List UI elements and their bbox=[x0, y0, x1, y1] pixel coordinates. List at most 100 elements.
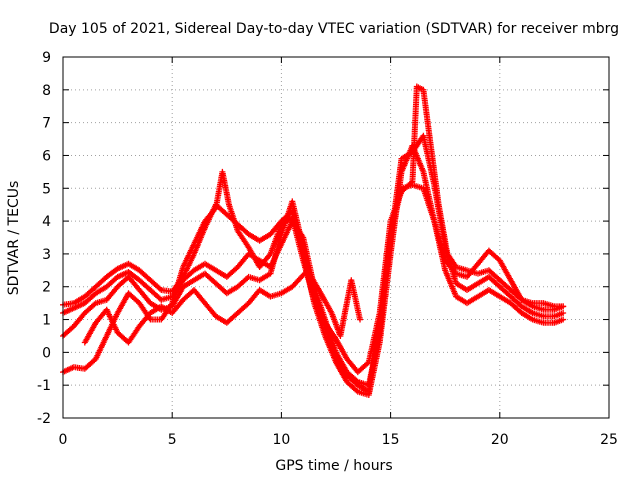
data-point-plus bbox=[413, 83, 425, 92]
data-point-plus bbox=[560, 309, 567, 316]
data-point-plus bbox=[387, 190, 404, 225]
data-point-plus bbox=[81, 291, 98, 307]
x-tick-label: 20 bbox=[491, 432, 509, 448]
y-tick-label: -1 bbox=[37, 378, 51, 394]
data-point-plus bbox=[376, 219, 394, 316]
data-point-plus bbox=[81, 357, 98, 372]
data-point-plus bbox=[114, 291, 131, 316]
data-point-plus bbox=[485, 273, 502, 289]
data-point-plus bbox=[485, 267, 502, 282]
data-point-plus bbox=[289, 198, 306, 249]
y-tick-label: 1 bbox=[42, 313, 51, 329]
data-point-plus bbox=[103, 306, 120, 334]
data-point-plus bbox=[136, 287, 153, 305]
data-point-plus bbox=[180, 268, 196, 284]
x-tick-label: 5 bbox=[168, 432, 177, 448]
data-point-plus bbox=[219, 168, 232, 206]
data-point-plus bbox=[81, 321, 98, 346]
y-tick-label: -2 bbox=[37, 411, 51, 427]
data-point-plus bbox=[507, 300, 524, 315]
data-point-plus bbox=[245, 231, 261, 243]
data-point-plus bbox=[289, 214, 306, 262]
data-point-plus bbox=[70, 311, 87, 330]
data-point-plus bbox=[136, 267, 152, 282]
data-point-plus bbox=[431, 218, 448, 272]
data-point-plus bbox=[180, 252, 197, 280]
data-point-plus bbox=[202, 300, 218, 318]
data-point-plus bbox=[426, 136, 442, 206]
data-point-plus bbox=[435, 201, 451, 256]
data-point-plus bbox=[289, 268, 310, 290]
x-tick-label: 10 bbox=[272, 432, 290, 448]
y-tick-label: 2 bbox=[42, 280, 51, 296]
data-point-plus bbox=[507, 293, 524, 309]
data-point-plus bbox=[180, 278, 196, 290]
data-point-plus bbox=[464, 281, 480, 293]
data-point-plus bbox=[453, 293, 469, 306]
data-point-plus bbox=[518, 303, 534, 315]
x-tick-label: 15 bbox=[382, 432, 400, 448]
data-point-plus bbox=[496, 277, 513, 292]
y-tick-label: 6 bbox=[42, 148, 51, 164]
data-point-plus bbox=[343, 372, 360, 387]
data-point-plus bbox=[223, 311, 240, 326]
y-tick-label: 3 bbox=[42, 247, 51, 263]
data-point-plus bbox=[70, 300, 87, 312]
axis-ticks: 0 5 10 15 20 25 -2 -1 0 1 2 3 4 5 6 7 8 9 bbox=[37, 50, 618, 448]
data-point-plus bbox=[357, 316, 364, 323]
data-point-plus bbox=[191, 226, 208, 257]
data-point-plus bbox=[256, 232, 272, 244]
data-point-plus bbox=[226, 201, 241, 233]
y-tick-label: 9 bbox=[42, 50, 51, 66]
data-point-plus bbox=[147, 304, 163, 316]
data-point-plus bbox=[507, 287, 524, 302]
data-point-plus bbox=[147, 287, 163, 302]
data-point-plus bbox=[169, 298, 185, 316]
y-tick-label: 0 bbox=[42, 345, 51, 361]
x-tick-label: 25 bbox=[600, 432, 618, 448]
data-point-plus bbox=[234, 301, 251, 316]
data-point-plus bbox=[103, 285, 120, 303]
data-point-plus bbox=[442, 267, 459, 298]
data-point-plus bbox=[92, 284, 109, 297]
data-point-plus bbox=[256, 271, 272, 284]
data-point-plus bbox=[365, 311, 383, 366]
data-point-plus bbox=[256, 252, 273, 270]
y-tick-label: 7 bbox=[42, 116, 51, 132]
data-point-plus bbox=[322, 319, 338, 341]
y-tick-label: 4 bbox=[42, 214, 51, 230]
data-point-plus bbox=[453, 280, 469, 293]
data-point-plus bbox=[92, 275, 109, 290]
data-points bbox=[60, 83, 567, 398]
data-point-plus bbox=[202, 260, 218, 273]
data-point-plus bbox=[518, 310, 534, 322]
data-point-plus bbox=[420, 86, 433, 141]
data-point-plus bbox=[136, 311, 153, 330]
data-point-plus bbox=[365, 324, 383, 395]
data-point-plus bbox=[475, 287, 491, 300]
y-axis-title: SDTVAR / TECUs bbox=[6, 181, 22, 296]
data-point-plus bbox=[398, 179, 415, 195]
y-tick-label: 5 bbox=[42, 181, 51, 197]
data-point-plus bbox=[278, 215, 294, 228]
data-point-plus bbox=[202, 270, 218, 286]
data-point-plus bbox=[485, 247, 502, 263]
data-point-plus bbox=[267, 223, 284, 257]
data-point-plus bbox=[496, 283, 513, 299]
data-point-plus bbox=[169, 265, 186, 307]
data-point-plus bbox=[464, 294, 480, 307]
data-point-plus bbox=[125, 260, 141, 273]
data-point-plus bbox=[278, 284, 294, 297]
data-point-plus bbox=[256, 287, 272, 299]
plot-frame bbox=[62, 56, 610, 419]
data-point-plus bbox=[267, 232, 284, 277]
data-point-plus bbox=[191, 261, 207, 274]
chart-title: Day 105 of 2021, Sidereal Day-to-day VTE… bbox=[49, 21, 619, 37]
data-point-plus bbox=[343, 378, 360, 394]
data-point-plus bbox=[311, 296, 328, 325]
data-point-plus bbox=[560, 303, 567, 310]
data-point-plus bbox=[234, 227, 251, 249]
data-point-plus bbox=[420, 185, 437, 223]
series-track-5 bbox=[81, 267, 364, 346]
